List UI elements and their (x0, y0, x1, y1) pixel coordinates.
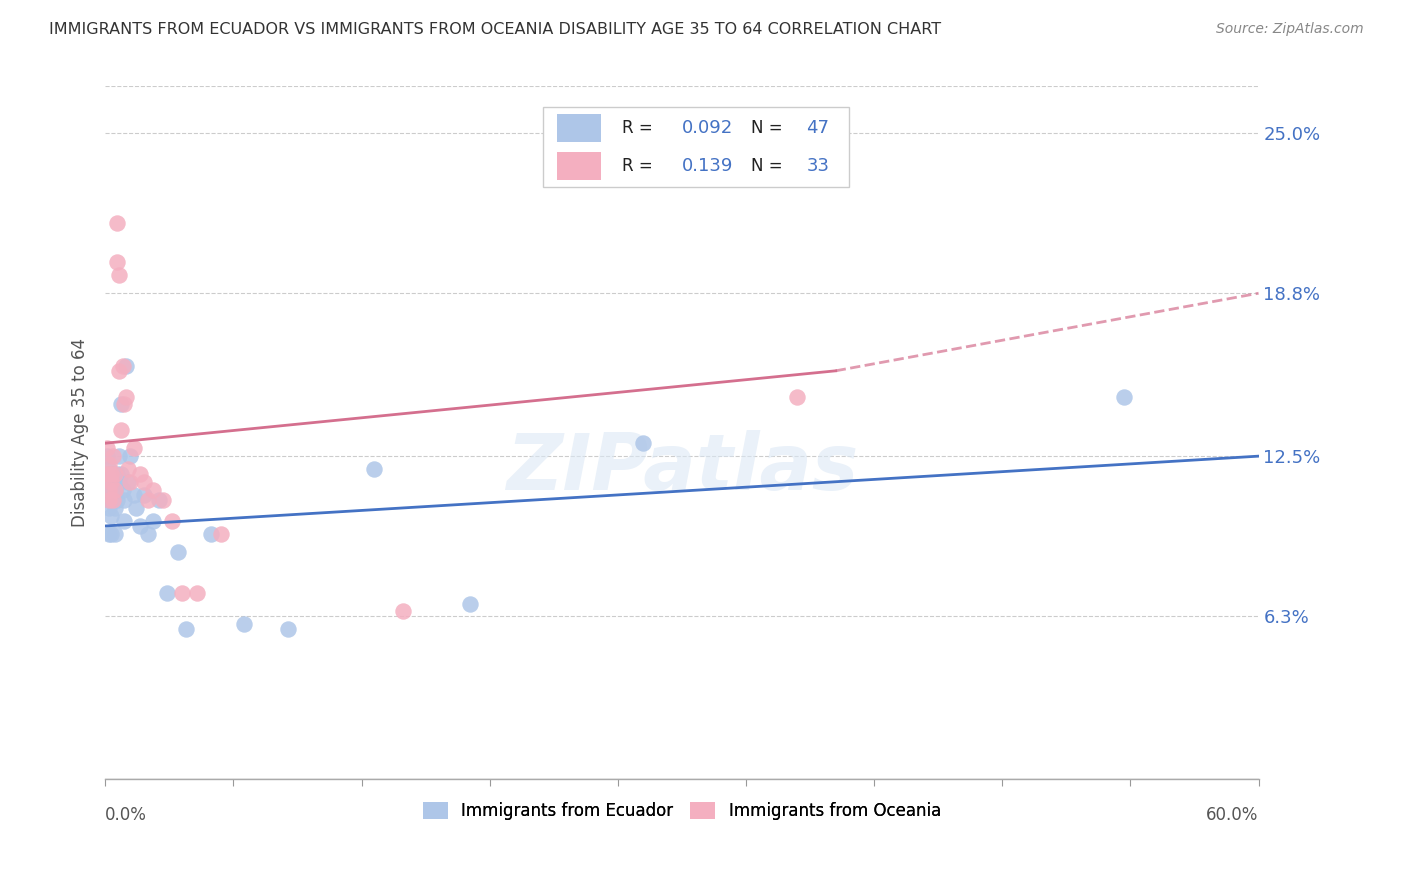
Point (100, 475, 122, 489)
Point (100, 467, 122, 482)
Point (132, 475, 155, 489)
Point (122, 488, 145, 502)
Bar (557, 153, 602, 180)
Text: 0.092: 0.092 (682, 119, 733, 137)
Point (120, 449, 142, 463)
Point (100, 467, 122, 482)
Point (104, 500, 127, 515)
Text: IMMIGRANTS FROM ECUADOR VS IMMIGRANTS FROM OCEANIA DISABILITY AGE 35 TO 64 CORRE: IMMIGRANTS FROM ECUADOR VS IMMIGRANTS FR… (49, 22, 942, 37)
Point (232, 617, 254, 632)
Point (115, 359, 138, 373)
Point (100, 508, 122, 523)
Point (122, 442, 145, 456)
Text: Source: ZipAtlas.com: Source: ZipAtlas.com (1216, 22, 1364, 37)
Point (98, 462, 121, 476)
Point (105, 493, 128, 508)
Point (633, 436, 655, 450)
Point (148, 493, 170, 508)
Point (101, 449, 124, 463)
Point (98, 457, 121, 471)
Text: 60.0%: 60.0% (1206, 805, 1258, 823)
Point (96, 467, 118, 482)
Point (125, 500, 148, 515)
Point (107, 268, 129, 282)
Point (98, 493, 121, 508)
Point (174, 623, 197, 637)
Point (100, 483, 122, 497)
FancyBboxPatch shape (544, 107, 849, 186)
Point (110, 397, 132, 411)
Point (96, 442, 118, 456)
Point (104, 483, 127, 497)
Point (107, 364, 129, 378)
Text: ZIPatlas: ZIPatlas (506, 430, 858, 506)
Point (96, 449, 118, 463)
Point (200, 526, 222, 541)
Text: 47: 47 (807, 119, 830, 137)
Point (186, 586, 208, 600)
Point (172, 586, 194, 600)
Point (107, 449, 129, 463)
Point (104, 483, 127, 497)
Point (120, 475, 142, 489)
Point (786, 390, 808, 404)
Point (98, 493, 121, 508)
Point (128, 519, 150, 533)
Point (152, 493, 174, 508)
Point (277, 623, 299, 637)
Text: 0.139: 0.139 (682, 157, 734, 175)
Point (136, 493, 159, 508)
Bar (557, 114, 602, 142)
Point (115, 390, 138, 404)
Point (162, 514, 184, 528)
Point (110, 423, 132, 437)
Point (132, 488, 155, 502)
Point (1112, 390, 1135, 404)
Point (101, 475, 124, 489)
Point (98, 526, 121, 541)
Legend: Immigrants from Ecuador, Immigrants from Oceania: Immigrants from Ecuador, Immigrants from… (416, 795, 948, 827)
Point (117, 462, 139, 476)
Point (101, 493, 124, 508)
Point (101, 493, 124, 508)
Point (167, 545, 190, 559)
Point (114, 493, 136, 508)
Point (105, 216, 128, 230)
Point (110, 467, 132, 482)
Point (114, 514, 136, 528)
Point (98, 483, 121, 497)
Point (111, 359, 134, 373)
Point (114, 397, 136, 411)
Point (104, 467, 127, 482)
Point (96, 467, 118, 482)
Point (142, 483, 165, 497)
Point (105, 255, 128, 269)
Point (98, 500, 121, 515)
Point (209, 526, 232, 541)
Text: N =: N = (751, 157, 783, 175)
Text: R =: R = (621, 157, 652, 175)
Point (363, 462, 385, 476)
Text: 33: 33 (807, 157, 830, 175)
Point (142, 514, 165, 528)
Point (460, 597, 482, 611)
Y-axis label: Disability Age 35 to 64: Disability Age 35 to 64 (72, 338, 89, 527)
Point (128, 467, 150, 482)
Point (136, 526, 159, 541)
Point (100, 526, 122, 541)
Point (117, 475, 139, 489)
Text: N =: N = (751, 119, 783, 137)
Point (111, 483, 134, 497)
Point (101, 467, 124, 482)
Point (98, 475, 121, 489)
Point (105, 467, 128, 482)
Point (96, 483, 118, 497)
Text: 0.0%: 0.0% (105, 805, 148, 823)
Point (107, 475, 129, 489)
Point (104, 526, 127, 541)
Point (392, 604, 415, 618)
Text: R =: R = (621, 119, 652, 137)
Point (156, 586, 179, 600)
